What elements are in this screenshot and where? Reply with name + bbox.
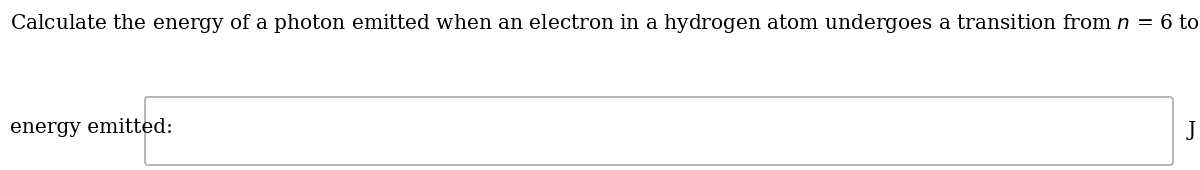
Text: J: J [1188,121,1196,140]
FancyBboxPatch shape [145,97,1174,165]
Text: Calculate the energy of a photon emitted when an electron in a hydrogen atom und: Calculate the energy of a photon emitted… [10,12,1200,35]
Text: energy emitted:: energy emitted: [10,118,173,137]
